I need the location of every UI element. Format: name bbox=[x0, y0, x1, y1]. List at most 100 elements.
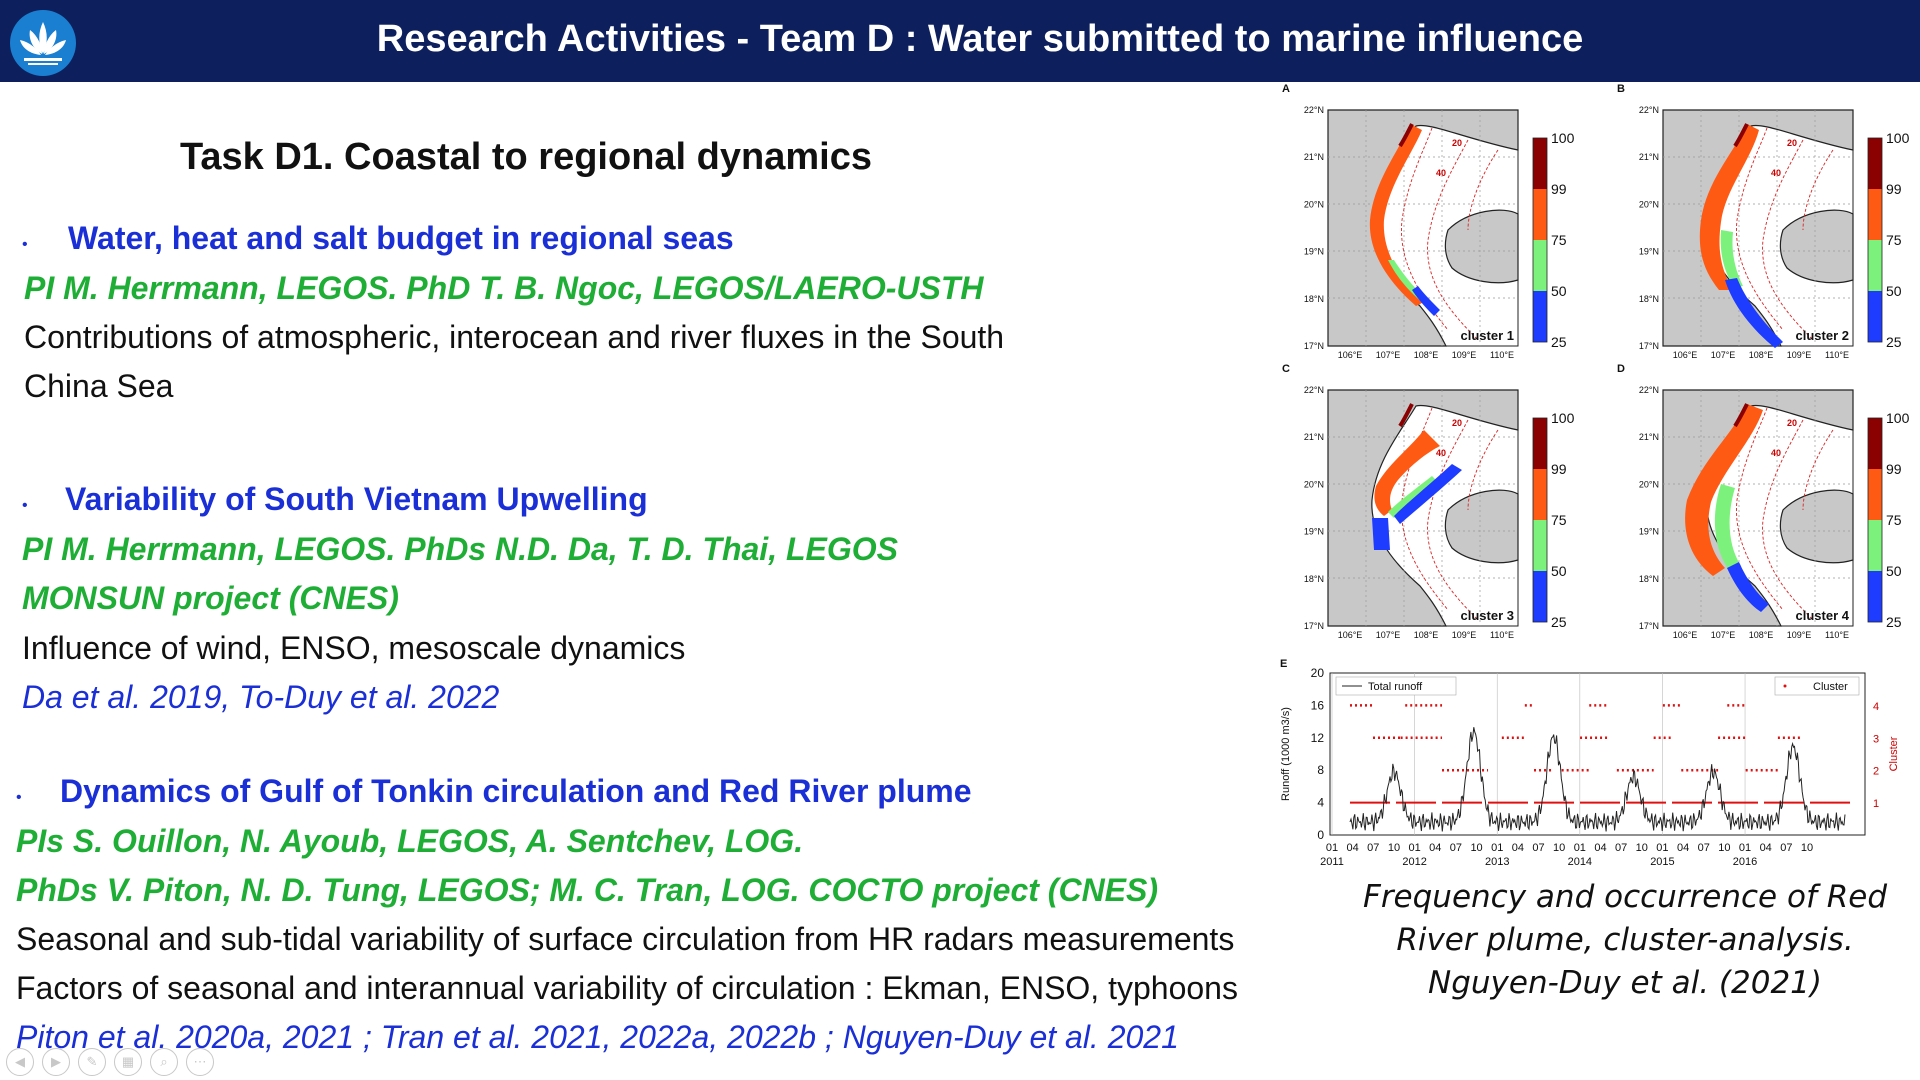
slides-overview-icon[interactable]: ▦ bbox=[114, 1048, 142, 1076]
hainan-island-shape bbox=[1779, 489, 1854, 564]
section-desc-2: Influence of wind, ENSO, mesoscale dynam… bbox=[22, 630, 686, 666]
colorbar-tick-label: 75 bbox=[1551, 512, 1567, 528]
contour-label: 40 bbox=[1771, 448, 1781, 458]
previous-slide-icon[interactable]: ◀ bbox=[6, 1048, 34, 1076]
plume-frequency-100-region bbox=[1398, 403, 1414, 428]
latitude-tick-label: 18°N bbox=[1639, 294, 1659, 304]
hainan-island-shape bbox=[1779, 209, 1854, 284]
bullet-dot: • bbox=[16, 789, 22, 806]
plume-frequency-50-region bbox=[1727, 562, 1769, 612]
contour-label: 20 bbox=[1787, 418, 1797, 428]
latitude-tick-label: 17°N bbox=[1304, 621, 1324, 631]
plume-frequency-75-region bbox=[1720, 230, 1743, 288]
plume-frequency-99-region bbox=[1369, 124, 1424, 306]
contour-label: 40 bbox=[1771, 168, 1781, 178]
longitude-tick-label: 106°E bbox=[1673, 630, 1698, 640]
section-heading-1: Water, heat and salt budget in regional … bbox=[68, 220, 734, 256]
colorbar-frame bbox=[1867, 137, 1883, 343]
contour-label: 40 bbox=[1436, 168, 1446, 178]
colorbar-segment bbox=[1868, 571, 1882, 622]
plume-frequency-100-region bbox=[1733, 123, 1749, 148]
year-label: 2014 bbox=[1568, 856, 1592, 868]
y-tick-label: 20 bbox=[1311, 666, 1325, 680]
caption-line: River plume, cluster-analysis. bbox=[1396, 922, 1854, 958]
caption-line: Nguyen-Duy et al. (2021) bbox=[1428, 965, 1822, 1001]
map-content: 20 40 cluster 1 bbox=[1327, 109, 1519, 347]
map-panel: D 20 40 cluster 4 22°N 21°N 20°N 19°N 18°N 17°N 10… bbox=[1617, 363, 1910, 640]
y-tick-label: 0 bbox=[1317, 828, 1324, 842]
colorbar-tick-label: 25 bbox=[1886, 614, 1902, 630]
year-label: 2015 bbox=[1650, 856, 1674, 868]
cluster-label: cluster 1 bbox=[1461, 328, 1514, 343]
latitude-tick-label: 20°N bbox=[1639, 199, 1659, 209]
map-panel: C 20 40 cluster 3 22°N 21°N 20°N 19°N 18°N 17°N 10… bbox=[1282, 363, 1575, 640]
section-pi-2a: PI M. Herrmann, LEGOS. PhDs N.D. Da, T. … bbox=[22, 531, 898, 567]
latitude-tick-label: 20°N bbox=[1304, 479, 1324, 489]
colorbar-tick-label: 99 bbox=[1551, 181, 1567, 197]
legend-label: Total runoff bbox=[1368, 681, 1423, 693]
month-tick-label: 01 bbox=[1739, 842, 1751, 854]
longitude-tick-label: 110°E bbox=[1825, 630, 1849, 640]
month-tick-label: 10 bbox=[1553, 842, 1565, 854]
latitude-tick-label: 19°N bbox=[1304, 247, 1324, 257]
longitude-tick-label: 108°E bbox=[1414, 350, 1439, 360]
panel-letter: B bbox=[1617, 83, 1625, 95]
longitude-tick-label: 107°E bbox=[1711, 350, 1736, 360]
section-desc-1a: Contributions of atmospheric, interocean… bbox=[24, 319, 1005, 355]
total-runoff-line bbox=[1349, 727, 1846, 832]
latitude-tick-label: 21°N bbox=[1639, 152, 1659, 162]
month-tick-label: 07 bbox=[1367, 842, 1379, 854]
longitude-tick-label: 110°E bbox=[1490, 630, 1514, 640]
map-panel: B 20 40 cluster 2 22°N 21°N 20°N 19°N 18°N 17°N 10… bbox=[1617, 83, 1910, 360]
longitude-tick-label: 106°E bbox=[1338, 350, 1363, 360]
colorbar-tick-label: 100 bbox=[1886, 130, 1910, 146]
colorbar-tick-label: 50 bbox=[1551, 283, 1567, 299]
month-tick-label: 10 bbox=[1801, 842, 1813, 854]
zoom-icon[interactable]: ⌕ bbox=[150, 1048, 178, 1076]
colorbar-tick-label: 100 bbox=[1551, 130, 1575, 146]
bullet-dot: • bbox=[22, 497, 28, 514]
latitude-tick-label: 22°N bbox=[1639, 105, 1659, 115]
depth-contour-40 bbox=[1427, 139, 1499, 341]
plume-frequency-99-region bbox=[1374, 430, 1440, 516]
month-tick-label: 04 bbox=[1760, 842, 1772, 854]
colorbar-tick-label: 75 bbox=[1886, 512, 1902, 528]
plume-frequency-50-region bbox=[1725, 278, 1783, 348]
colorbar-tick-label: 99 bbox=[1886, 181, 1902, 197]
colorbar-segment bbox=[1868, 520, 1882, 571]
latitude-tick-label: 22°N bbox=[1304, 385, 1324, 395]
pen-icon[interactable]: ✎ bbox=[78, 1048, 106, 1076]
latitude-tick-label: 17°N bbox=[1304, 341, 1324, 351]
map-panel: A 20 40 cluster 1 22°N 21°N 20°N 19°N 18°N 17°N 10… bbox=[1282, 83, 1575, 360]
colorbar-tick-label: 25 bbox=[1551, 334, 1567, 350]
month-tick-label: 10 bbox=[1636, 842, 1648, 854]
section-desc-1b: China Sea bbox=[24, 368, 174, 404]
year-label: 2013 bbox=[1485, 856, 1509, 868]
colorbar-tick-label: 99 bbox=[1551, 461, 1567, 477]
colorbar-segment bbox=[1533, 240, 1547, 291]
month-tick-label: 07 bbox=[1450, 842, 1462, 854]
latitude-tick-label: 18°N bbox=[1639, 574, 1659, 584]
year-label: 2012 bbox=[1402, 856, 1426, 868]
panel-letter: A bbox=[1282, 83, 1290, 95]
plume-frequency-100-region bbox=[1733, 403, 1749, 428]
colorbar-segment bbox=[1868, 418, 1882, 469]
longitude-tick-label: 106°E bbox=[1673, 350, 1698, 360]
depth-contour-40 bbox=[1427, 419, 1499, 621]
longitude-tick-label: 109°E bbox=[1787, 350, 1812, 360]
next-slide-icon[interactable]: ▶ bbox=[42, 1048, 70, 1076]
more-options-icon[interactable]: ⋯ bbox=[186, 1048, 214, 1076]
month-tick-label: 04 bbox=[1512, 842, 1524, 854]
colorbar-segment bbox=[1868, 189, 1882, 240]
cluster-label: cluster 4 bbox=[1796, 608, 1850, 623]
month-tick-label: 01 bbox=[1656, 842, 1668, 854]
month-tick-label: 04 bbox=[1594, 842, 1606, 854]
month-tick-label: 10 bbox=[1718, 842, 1730, 854]
section-pi-2b: MONSUN project (CNES) bbox=[22, 580, 399, 616]
section-desc-3b: Factors of seasonal and interannual vari… bbox=[16, 970, 1238, 1006]
section-desc-3a: Seasonal and sub-tidal variability of su… bbox=[16, 921, 1235, 957]
longitude-tick-label: 108°E bbox=[1414, 630, 1439, 640]
month-tick-label: 07 bbox=[1780, 842, 1792, 854]
legend-box bbox=[1774, 676, 1860, 696]
colorbar-tick-label: 50 bbox=[1886, 563, 1902, 579]
